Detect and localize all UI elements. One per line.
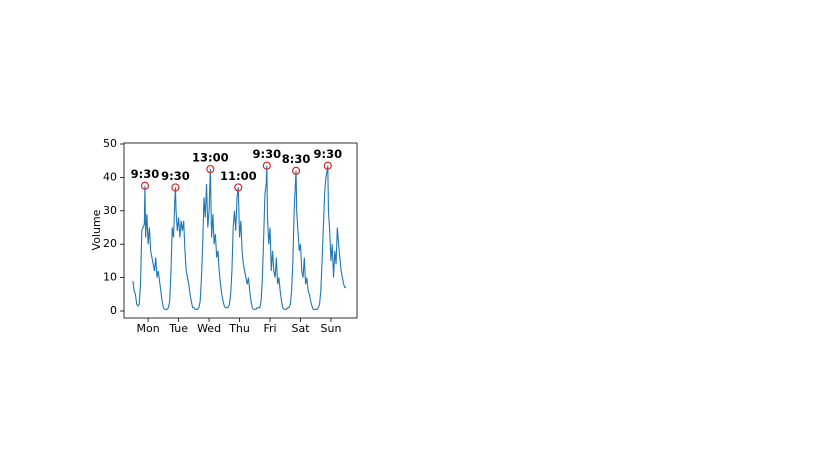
peak-marker — [262, 161, 271, 170]
peak-marker — [234, 183, 243, 192]
y-tick-label: 20 — [103, 237, 117, 250]
y-axis-label: Volume — [90, 209, 103, 250]
peak-annotation: 11:00 — [220, 169, 257, 183]
x-tick-label: Sat — [291, 322, 310, 335]
peak-marker — [291, 166, 301, 175]
x-tick-label: Thu — [228, 322, 250, 335]
y-tick-label: 40 — [103, 170, 117, 183]
peak-marker — [206, 164, 215, 174]
peak-annotation: 9:30 — [313, 147, 342, 161]
x-tick-label: Tue — [168, 322, 188, 335]
y-tick-label: 10 — [103, 271, 117, 284]
peak-annotation: 8:30 — [282, 152, 311, 166]
peak-annotation: 9:30 — [131, 167, 160, 181]
plot-frame — [123, 142, 358, 319]
x-tick-label: Sun — [321, 322, 342, 335]
peak-marker — [171, 183, 180, 192]
x-tick-label: Mon — [137, 322, 160, 335]
line — [132, 165, 347, 310]
y-tick-label: 50 — [103, 137, 117, 150]
peak-annotation: 9:30 — [161, 169, 190, 183]
peak-marker — [140, 181, 150, 190]
peak-annotation: 13:00 — [192, 151, 229, 165]
peak-marker — [323, 161, 332, 170]
y-tick-label: 0 — [110, 304, 117, 317]
x-tick-label: Fri — [263, 322, 276, 335]
y-tick-label: 30 — [103, 204, 117, 217]
x-tick-label: Wed — [197, 322, 221, 335]
peak-annotation: 9:30 — [253, 147, 282, 161]
